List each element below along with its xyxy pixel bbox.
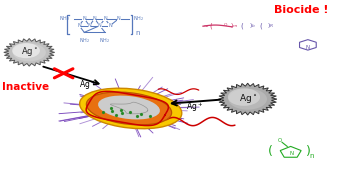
Text: N: N [98,23,101,28]
Text: (: ( [260,22,262,29]
Text: n: n [135,30,140,36]
Text: n: n [310,153,314,159]
Ellipse shape [80,88,182,129]
Text: Ag$^+$: Ag$^+$ [186,101,203,114]
Text: N: N [306,45,310,50]
Text: )$_m$: )$_m$ [230,21,239,30]
Text: N: N [88,23,91,28]
Text: NH$_2$: NH$_2$ [79,36,90,45]
Text: N: N [108,23,112,28]
Circle shape [228,88,260,106]
Text: O: O [278,138,282,143]
Circle shape [13,43,46,61]
Text: ): ) [306,145,311,158]
Text: (: ( [241,22,244,29]
Polygon shape [218,83,277,115]
Text: Ag$^\circ$: Ag$^\circ$ [21,45,38,58]
Text: NH$_2$: NH$_2$ [99,36,110,45]
Ellipse shape [86,92,172,125]
Ellipse shape [98,96,160,119]
Text: Ag$^+$: Ag$^+$ [79,78,96,92]
Text: N: N [77,23,81,28]
Text: NH$_2$: NH$_2$ [59,14,70,23]
Text: Inactive: Inactive [2,82,49,92]
Text: N: N [289,151,293,156]
Text: )$_b$: )$_b$ [249,21,257,30]
Polygon shape [4,39,55,66]
Text: N: N [83,16,86,21]
Text: N: N [93,16,96,21]
Text: Ag$^\circ$: Ag$^\circ$ [239,92,257,105]
Text: (: ( [268,145,272,158]
Text: NH$_2$: NH$_2$ [133,14,144,23]
Circle shape [228,89,267,110]
Text: $_{\mathrm{O}}$: $_{\mathrm{O}}$ [223,22,228,29]
Text: N: N [103,16,107,21]
Text: N: N [117,16,120,21]
Text: $\sim$(: $\sim$( [201,21,214,31]
Text: Biocide !: Biocide ! [274,5,328,15]
Circle shape [12,43,40,58]
Text: )$_R$: )$_R$ [267,21,274,30]
